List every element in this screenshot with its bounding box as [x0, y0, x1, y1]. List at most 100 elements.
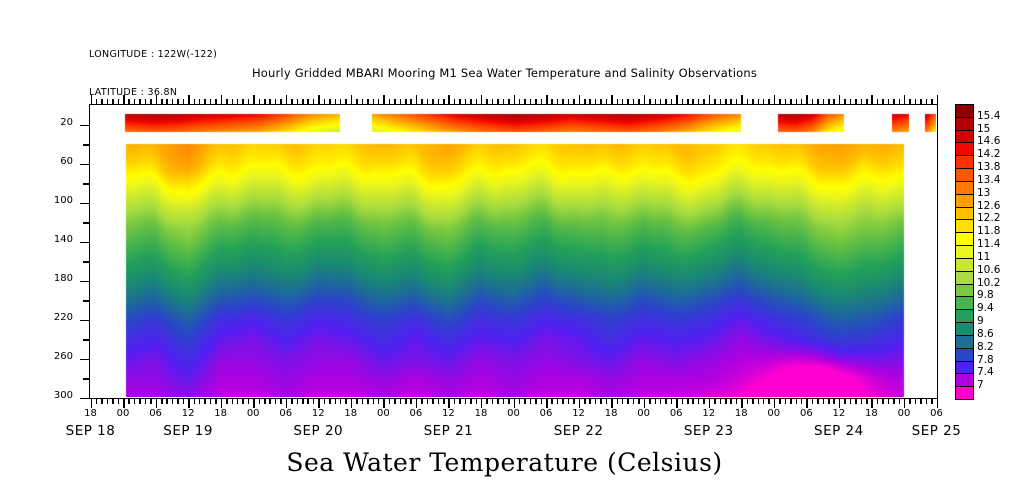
depth-tick-label: 60	[60, 156, 73, 168]
tick-mark	[887, 99, 890, 104]
colorbar-swatch	[955, 232, 974, 247]
tick-mark	[638, 399, 640, 404]
tick-mark	[280, 399, 282, 404]
tick-mark	[773, 399, 776, 408]
tick-mark	[83, 144, 89, 146]
tick-mark	[697, 99, 700, 104]
tick-mark	[925, 99, 928, 104]
hour-tick-label: 06	[799, 408, 813, 419]
tick-mark	[345, 99, 347, 104]
tick-mark	[741, 95, 743, 104]
tick-mark	[692, 99, 694, 104]
tick-mark	[302, 399, 304, 404]
tick-mark	[448, 399, 450, 408]
tick-mark	[161, 399, 163, 404]
hour-tick-label: 06	[669, 408, 683, 419]
colorbar-swatch	[955, 334, 974, 349]
tick-mark	[703, 399, 705, 404]
tick-mark	[876, 99, 879, 104]
tick-mark	[670, 399, 673, 404]
tick-mark	[562, 399, 564, 404]
hour-tick-label: 00	[637, 408, 650, 419]
tick-mark	[573, 399, 575, 404]
colorbar-swatch	[955, 257, 974, 272]
tick-mark	[649, 99, 651, 104]
tick-mark	[83, 183, 89, 185]
tick-mark	[101, 399, 103, 404]
colorbar-swatch	[955, 206, 974, 221]
depth-tick-label: 180	[53, 273, 73, 285]
tick-mark	[730, 399, 732, 404]
tick-mark	[784, 99, 787, 104]
tick-mark	[725, 99, 727, 104]
day-tick-label: SEP 21	[423, 423, 474, 439]
tick-mark	[654, 99, 656, 104]
hour-tick-label: 12	[311, 408, 325, 419]
hour-tick-label: 18	[214, 408, 227, 419]
tick-mark	[280, 99, 282, 104]
tick-mark	[762, 399, 765, 404]
tick-mark	[296, 99, 299, 104]
tick-mark	[80, 124, 89, 127]
colorbar-swatch	[955, 386, 974, 400]
tick-mark	[876, 399, 879, 404]
tick-mark	[470, 399, 472, 404]
colorbar-swatch	[955, 193, 974, 208]
colorbar-tick-label: 13.4	[977, 173, 1001, 186]
tick-mark	[372, 99, 374, 104]
tick-mark	[632, 399, 635, 404]
colorbar-tick-label: 13.8	[977, 161, 1001, 174]
tick-mark	[828, 99, 830, 104]
depth-tick-label: 220	[53, 312, 73, 324]
tick-mark	[730, 99, 732, 104]
variable-title: Sea Water Temperature (Celsius)	[286, 448, 723, 477]
tick-mark	[399, 99, 402, 104]
tick-mark	[361, 99, 364, 104]
tick-mark	[236, 99, 239, 104]
colorbar-tick-label: 13	[977, 186, 991, 199]
tick-mark	[128, 399, 130, 404]
tick-mark	[388, 99, 391, 104]
tick-mark	[752, 99, 754, 104]
colorbar-tick-label: 11	[977, 250, 991, 263]
colorbar-swatch	[955, 270, 974, 285]
hour-tick-label: 00	[376, 408, 390, 419]
tick-mark	[356, 99, 358, 104]
tick-mark	[421, 399, 423, 404]
tick-mark	[882, 99, 884, 104]
tick-mark	[106, 399, 109, 404]
tick-mark	[323, 399, 326, 404]
tick-mark	[735, 399, 738, 404]
tick-mark	[188, 399, 190, 408]
tick-mark	[546, 95, 548, 104]
tick-mark	[806, 95, 808, 104]
tick-mark	[150, 99, 152, 104]
tick-mark	[871, 95, 873, 104]
tick-mark	[757, 99, 760, 104]
colorbar-swatch	[955, 373, 974, 388]
tick-mark	[394, 399, 396, 404]
colorbar-tick-label: 9.8	[977, 289, 994, 302]
tick-mark	[356, 399, 358, 404]
tick-mark	[486, 399, 488, 404]
tick-mark	[909, 99, 911, 104]
tick-mark	[708, 399, 711, 408]
temperature-field	[90, 105, 936, 397]
tick-mark	[83, 300, 89, 302]
hour-tick-label: 18	[344, 408, 358, 419]
hour-tick-label: 12	[181, 408, 195, 419]
tick-mark	[638, 99, 640, 104]
tick-mark	[903, 95, 906, 104]
tick-mark	[80, 163, 89, 166]
tick-mark	[692, 399, 694, 404]
tick-mark	[898, 399, 901, 404]
tick-mark	[83, 261, 89, 263]
tick-mark	[133, 399, 136, 404]
tick-mark	[339, 99, 342, 104]
tick-mark	[659, 99, 662, 104]
tick-mark	[681, 399, 684, 404]
tick-mark	[128, 99, 130, 104]
depth-tick-label: 100	[53, 195, 73, 207]
tick-mark	[220, 399, 223, 408]
hour-tick-label: 00	[767, 408, 781, 419]
